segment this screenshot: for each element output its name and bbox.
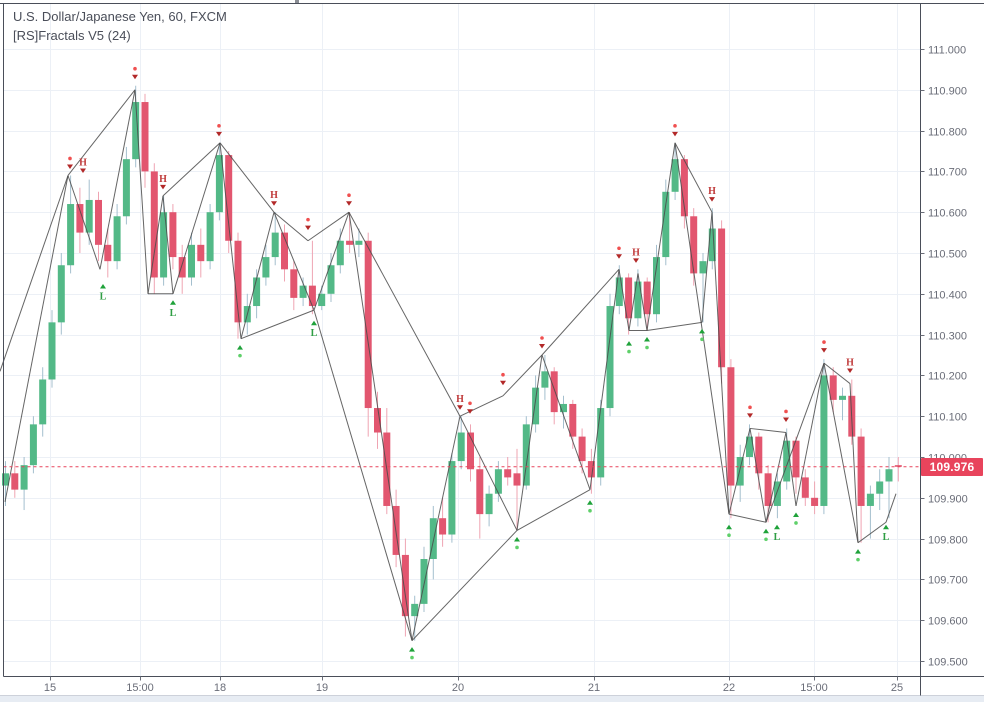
svg-text:H: H (846, 357, 854, 368)
svg-text:109.500: 109.500 (928, 657, 968, 669)
svg-text:H: H (632, 247, 640, 258)
price-axis[interactable]: 111.000 110.900 110.800 110.700 110.600 110.5… (920, 45, 968, 669)
svg-text:110.900: 110.900 (928, 86, 967, 98)
svg-text:H: H (708, 186, 716, 197)
svg-text:110.100: 110.100 (928, 412, 967, 424)
svg-text:18: 18 (214, 682, 226, 694)
fractal-zigzag-lines (0, 89, 897, 641)
svg-text:110.800: 110.800 (928, 127, 967, 139)
svg-text:15:00: 15:00 (126, 682, 154, 694)
fractal-markers: H H H H H H H L L L L L (67, 66, 890, 660)
svg-text:H: H (456, 394, 464, 405)
svg-text:110.200: 110.200 (928, 371, 967, 383)
svg-text:110.300: 110.300 (928, 331, 967, 343)
grid-lines (3, 3, 921, 677)
svg-text:19: 19 (316, 682, 328, 694)
svg-text:110.700: 110.700 (928, 167, 967, 179)
svg-text:110.500: 110.500 (928, 249, 967, 261)
svg-text:15: 15 (44, 682, 56, 694)
svg-text:111.000: 111.000 (928, 45, 966, 57)
svg-text:21: 21 (588, 682, 600, 694)
svg-text:L: L (311, 328, 318, 339)
time-axis[interactable]: 15 15:00 18 19 20 21 22 15:00 25 (44, 676, 903, 695)
svg-text:110.400: 110.400 (928, 290, 967, 302)
chart-legend[interactable]: U.S. Dollar/Japanese Yen, 60, FXCM [RS]F… (13, 7, 227, 45)
last-price-label: 109.976 (921, 457, 983, 476)
svg-text:L: L (100, 291, 107, 302)
svg-text:H: H (79, 158, 87, 169)
svg-text:L: L (883, 532, 890, 543)
svg-text:110.600: 110.600 (928, 208, 967, 220)
symbol-title[interactable]: U.S. Dollar/Japanese Yen, 60, FXCM (13, 9, 227, 24)
svg-text:15:00: 15:00 (800, 682, 828, 694)
candlestick-series (2, 85, 902, 641)
svg-text:25: 25 (891, 682, 903, 694)
svg-text:109.600: 109.600 (928, 616, 968, 628)
svg-text:109.800: 109.800 (928, 535, 968, 547)
indicator-title[interactable]: [RS]Fractals V5 (24) (13, 28, 131, 43)
svg-text:20: 20 (452, 682, 464, 694)
svg-text:109.700: 109.700 (928, 575, 968, 587)
svg-text:H: H (270, 190, 278, 201)
svg-text:L: L (170, 308, 177, 319)
svg-text:109.900: 109.900 (928, 494, 968, 506)
svg-text:H: H (159, 174, 167, 185)
svg-text:22: 22 (723, 682, 735, 694)
svg-text:L: L (774, 532, 781, 543)
